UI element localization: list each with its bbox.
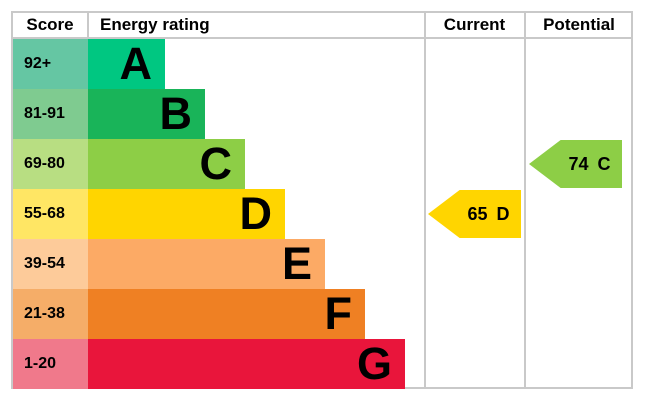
score-range-d: 55-68 [13, 189, 88, 239]
band-bar-g: G [88, 339, 405, 389]
current-rating-value: 65 [467, 203, 488, 224]
potential-rating-band: C [597, 153, 611, 174]
score-column-header: Score [26, 15, 74, 34]
energy-rating-column-header: Energy rating [100, 15, 210, 34]
rating-bands: 92+ A 81-91 B 69-80 C 55-68 D 39-54 E 21… [13, 39, 405, 389]
band-bar-d: D [88, 189, 285, 239]
score-range-e: 39-54 [13, 239, 88, 289]
potential-column-divider [524, 11, 526, 389]
score-range-f: 21-38 [13, 289, 88, 339]
band-bar-f: F [88, 289, 365, 339]
band-row-e: 39-54 E [13, 239, 405, 289]
current-rating-band: D [496, 203, 510, 224]
band-row-g: 1-20 G [13, 339, 405, 389]
score-range-a: 92+ [13, 39, 88, 89]
band-row-f: 21-38 F [13, 289, 405, 339]
band-bar-a: A [88, 39, 165, 89]
score-range-g: 1-20 [13, 339, 88, 389]
band-row-d: 55-68 D [13, 189, 405, 239]
band-row-b: 81-91 B [13, 89, 405, 139]
score-range-b: 81-91 [13, 89, 88, 139]
band-bar-b: B [88, 89, 205, 139]
band-row-a: 92+ A [13, 39, 405, 89]
current-column-divider [424, 11, 426, 389]
band-bar-c: C [88, 139, 245, 189]
band-bar-e: E [88, 239, 325, 289]
current-column-header: Current [443, 15, 506, 34]
band-row-c: 69-80 C [13, 139, 405, 189]
score-column-divider [87, 11, 89, 39]
score-range-c: 69-80 [13, 139, 88, 189]
header-divider-line [11, 37, 633, 39]
potential-rating-value: 74 [568, 153, 589, 174]
potential-column-header: Potential [543, 15, 615, 34]
